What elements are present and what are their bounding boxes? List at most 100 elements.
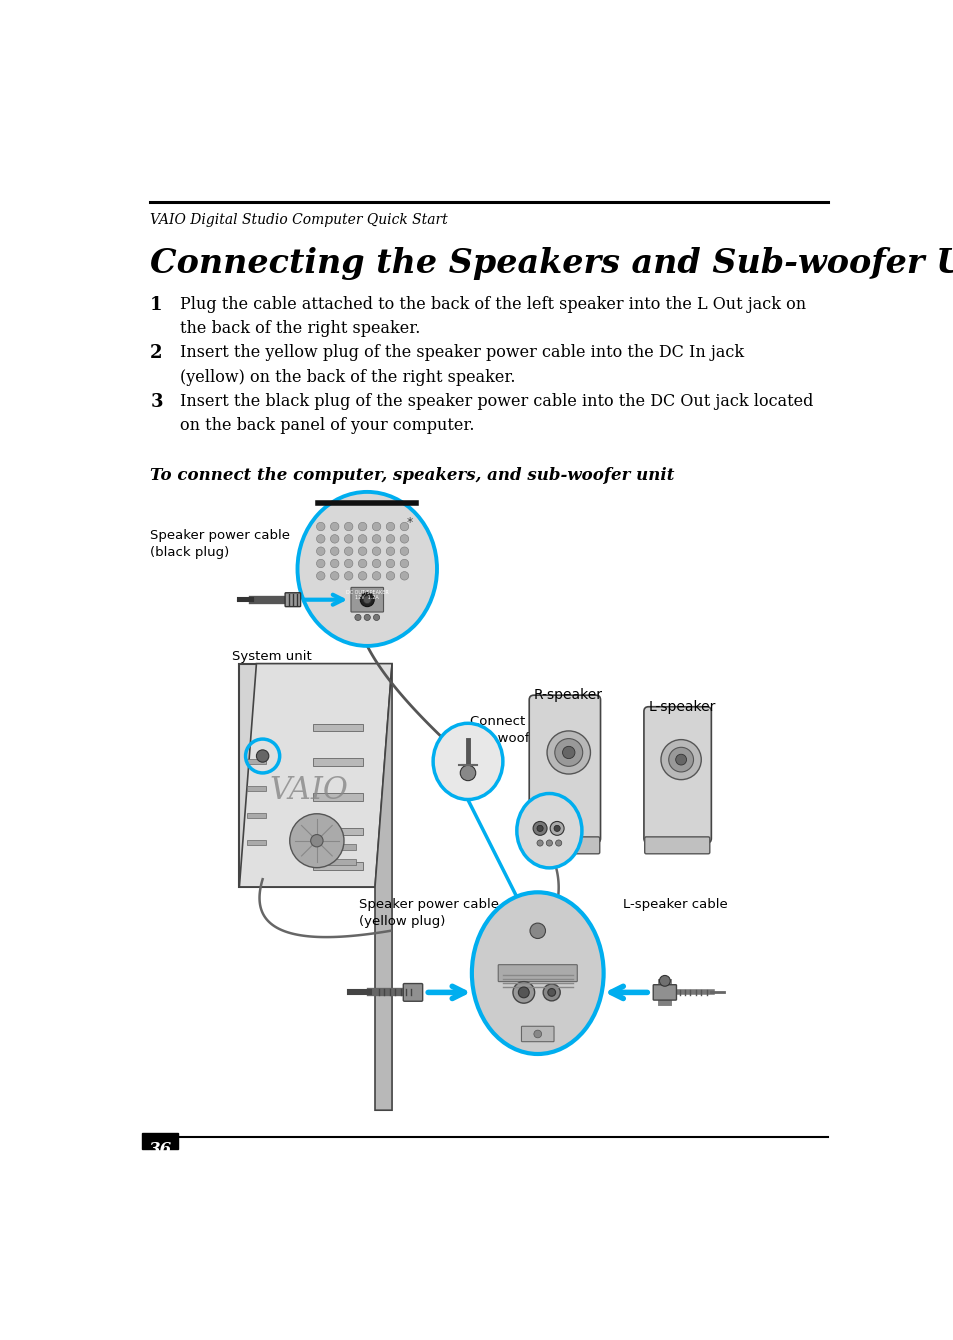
Text: System unit: System unit bbox=[232, 650, 311, 663]
Circle shape bbox=[372, 572, 380, 580]
Bar bbox=[313, 828, 363, 835]
Circle shape bbox=[363, 596, 371, 603]
Bar bbox=[309, 844, 355, 850]
FancyBboxPatch shape bbox=[285, 592, 300, 607]
Circle shape bbox=[542, 984, 559, 1001]
Circle shape bbox=[358, 523, 367, 531]
Circle shape bbox=[358, 547, 367, 555]
Text: DC OUT/SPEAKER
12V  1.2A: DC OUT/SPEAKER 12V 1.2A bbox=[346, 590, 388, 600]
FancyBboxPatch shape bbox=[643, 706, 711, 843]
Circle shape bbox=[537, 840, 542, 846]
Text: Insert the yellow plug of the speaker power cable into the DC In jack
(yellow) o: Insert the yellow plug of the speaker po… bbox=[179, 344, 743, 386]
Text: 1: 1 bbox=[150, 296, 163, 314]
FancyBboxPatch shape bbox=[521, 1026, 554, 1041]
Text: VAIO: VAIO bbox=[270, 775, 348, 807]
Text: Speaker power cable
(black plug): Speaker power cable (black plug) bbox=[150, 529, 290, 559]
Bar bbox=[247, 813, 266, 817]
Circle shape bbox=[668, 748, 693, 772]
Circle shape bbox=[330, 523, 338, 531]
Text: Connecting the Speakers and Sub-woofer Unit: Connecting the Speakers and Sub-woofer U… bbox=[150, 247, 953, 280]
Circle shape bbox=[546, 730, 590, 775]
Circle shape bbox=[355, 614, 360, 620]
Circle shape bbox=[316, 535, 325, 543]
Circle shape bbox=[399, 572, 408, 580]
Circle shape bbox=[344, 535, 353, 543]
Circle shape bbox=[513, 982, 534, 1004]
Circle shape bbox=[256, 750, 269, 762]
Circle shape bbox=[546, 840, 552, 846]
Circle shape bbox=[316, 547, 325, 555]
Circle shape bbox=[459, 765, 476, 781]
Text: L-speaker cable: L-speaker cable bbox=[622, 898, 727, 911]
Circle shape bbox=[344, 547, 353, 555]
Circle shape bbox=[386, 572, 395, 580]
FancyBboxPatch shape bbox=[351, 587, 383, 612]
Circle shape bbox=[537, 825, 542, 831]
Text: 2: 2 bbox=[150, 344, 163, 362]
Circle shape bbox=[316, 572, 325, 580]
Circle shape bbox=[358, 535, 367, 543]
Text: *: * bbox=[406, 516, 413, 529]
Bar bbox=[247, 787, 266, 791]
Circle shape bbox=[399, 523, 408, 531]
Circle shape bbox=[372, 535, 380, 543]
Text: Connect to
sub-woofer: Connect to sub-woofer bbox=[469, 716, 543, 745]
Circle shape bbox=[364, 614, 370, 620]
Circle shape bbox=[344, 559, 353, 568]
Ellipse shape bbox=[517, 793, 581, 868]
Circle shape bbox=[386, 523, 395, 531]
Circle shape bbox=[358, 559, 367, 568]
Circle shape bbox=[311, 835, 323, 847]
Circle shape bbox=[675, 754, 686, 765]
FancyBboxPatch shape bbox=[239, 663, 375, 887]
Circle shape bbox=[555, 738, 582, 766]
FancyBboxPatch shape bbox=[529, 695, 599, 843]
Circle shape bbox=[554, 825, 559, 831]
FancyBboxPatch shape bbox=[644, 838, 709, 854]
Circle shape bbox=[330, 572, 338, 580]
Circle shape bbox=[534, 1030, 541, 1037]
FancyBboxPatch shape bbox=[142, 1132, 178, 1150]
Bar bbox=[247, 840, 266, 844]
Text: To connect the computer, speakers, and sub-woofer unit: To connect the computer, speakers, and s… bbox=[150, 468, 674, 484]
FancyBboxPatch shape bbox=[530, 838, 599, 854]
Ellipse shape bbox=[433, 724, 502, 800]
Text: VAIO Digital Studio Computer Quick Start: VAIO Digital Studio Computer Quick Start bbox=[150, 213, 448, 228]
Bar bbox=[309, 859, 355, 866]
Text: 3: 3 bbox=[150, 393, 163, 410]
Circle shape bbox=[517, 988, 529, 998]
Circle shape bbox=[399, 535, 408, 543]
Circle shape bbox=[547, 989, 555, 996]
Circle shape bbox=[372, 559, 380, 568]
Text: Plug the cable attached to the back of the left speaker into the L Out jack on
t: Plug the cable attached to the back of t… bbox=[179, 296, 805, 338]
Circle shape bbox=[330, 559, 338, 568]
Circle shape bbox=[372, 547, 380, 555]
Text: Insert the black plug of the speaker power cable into the DC Out jack located
on: Insert the black plug of the speaker pow… bbox=[179, 393, 812, 434]
Circle shape bbox=[386, 547, 395, 555]
Circle shape bbox=[555, 840, 561, 846]
Circle shape bbox=[344, 572, 353, 580]
Circle shape bbox=[358, 572, 367, 580]
FancyBboxPatch shape bbox=[403, 984, 422, 1001]
Bar bbox=[313, 724, 363, 732]
Circle shape bbox=[530, 923, 545, 938]
Circle shape bbox=[386, 535, 395, 543]
Circle shape bbox=[316, 523, 325, 531]
Circle shape bbox=[360, 592, 374, 607]
Bar bbox=[313, 862, 363, 870]
Circle shape bbox=[533, 821, 546, 835]
Circle shape bbox=[330, 547, 338, 555]
Bar bbox=[247, 758, 266, 764]
Polygon shape bbox=[375, 663, 392, 1111]
Circle shape bbox=[399, 559, 408, 568]
Polygon shape bbox=[239, 663, 392, 887]
Text: L-speaker: L-speaker bbox=[648, 699, 715, 714]
Circle shape bbox=[659, 976, 670, 986]
Circle shape bbox=[372, 523, 380, 531]
Ellipse shape bbox=[472, 892, 603, 1055]
Bar bbox=[313, 793, 363, 801]
Circle shape bbox=[562, 746, 575, 758]
Ellipse shape bbox=[297, 492, 436, 646]
Circle shape bbox=[550, 821, 563, 835]
FancyBboxPatch shape bbox=[653, 985, 676, 1000]
